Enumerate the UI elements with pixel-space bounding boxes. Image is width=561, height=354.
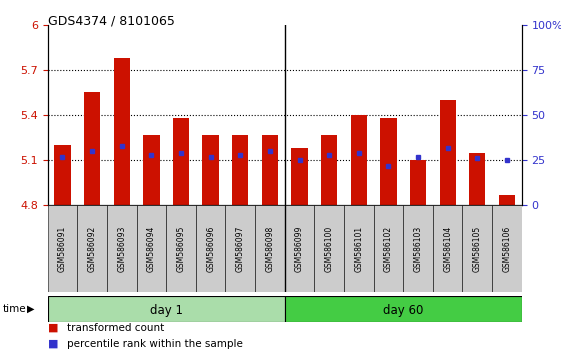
Bar	[380, 118, 397, 205]
Text: GSM586093: GSM586093	[117, 225, 126, 272]
Bar	[48, 205, 77, 292]
Bar	[410, 160, 426, 205]
Bar	[351, 115, 367, 205]
Text: percentile rank within the sample: percentile rank within the sample	[67, 339, 243, 349]
Bar	[166, 205, 196, 292]
Bar	[403, 205, 433, 292]
Text: day 1: day 1	[150, 304, 183, 317]
Bar	[499, 195, 515, 205]
Bar	[173, 118, 189, 205]
Bar	[143, 135, 159, 205]
Bar	[196, 205, 226, 292]
Text: ■: ■	[48, 323, 58, 333]
Text: GSM586101: GSM586101	[355, 225, 364, 272]
Text: ■: ■	[48, 339, 58, 349]
Text: GSM586099: GSM586099	[295, 225, 304, 272]
Text: GSM586100: GSM586100	[325, 225, 334, 272]
Text: GSM586092: GSM586092	[88, 225, 96, 272]
Bar	[48, 296, 284, 322]
Bar	[439, 100, 456, 205]
Text: GSM586094: GSM586094	[147, 225, 156, 272]
Text: GSM586097: GSM586097	[236, 225, 245, 272]
Bar	[136, 205, 166, 292]
Bar	[284, 205, 314, 292]
Text: transformed count: transformed count	[67, 323, 164, 333]
Text: GSM586104: GSM586104	[443, 225, 452, 272]
Text: GSM586095: GSM586095	[177, 225, 186, 272]
Bar	[77, 205, 107, 292]
Bar	[344, 205, 374, 292]
Bar	[374, 205, 403, 292]
Bar	[262, 135, 278, 205]
Bar	[203, 135, 219, 205]
Bar	[462, 205, 492, 292]
Bar	[314, 205, 344, 292]
Bar	[255, 205, 284, 292]
Bar	[84, 92, 100, 205]
Text: GSM586105: GSM586105	[473, 225, 482, 272]
Text: GSM586098: GSM586098	[265, 225, 274, 272]
Bar	[469, 153, 485, 205]
Bar	[291, 148, 307, 205]
Bar	[54, 145, 71, 205]
Text: time: time	[3, 304, 26, 314]
Text: GSM586102: GSM586102	[384, 225, 393, 272]
Text: GSM586106: GSM586106	[503, 225, 512, 272]
Bar	[107, 205, 136, 292]
Text: GSM586091: GSM586091	[58, 225, 67, 272]
Bar	[492, 205, 522, 292]
Text: GSM586096: GSM586096	[206, 225, 215, 272]
Bar	[114, 58, 130, 205]
Text: GDS4374 / 8101065: GDS4374 / 8101065	[48, 14, 174, 27]
Text: ▶: ▶	[27, 304, 34, 314]
Bar	[232, 135, 249, 205]
Text: GSM586103: GSM586103	[413, 225, 422, 272]
Bar	[226, 205, 255, 292]
Text: day 60: day 60	[383, 304, 424, 317]
Bar	[284, 296, 522, 322]
Bar	[433, 205, 462, 292]
Bar	[321, 135, 337, 205]
